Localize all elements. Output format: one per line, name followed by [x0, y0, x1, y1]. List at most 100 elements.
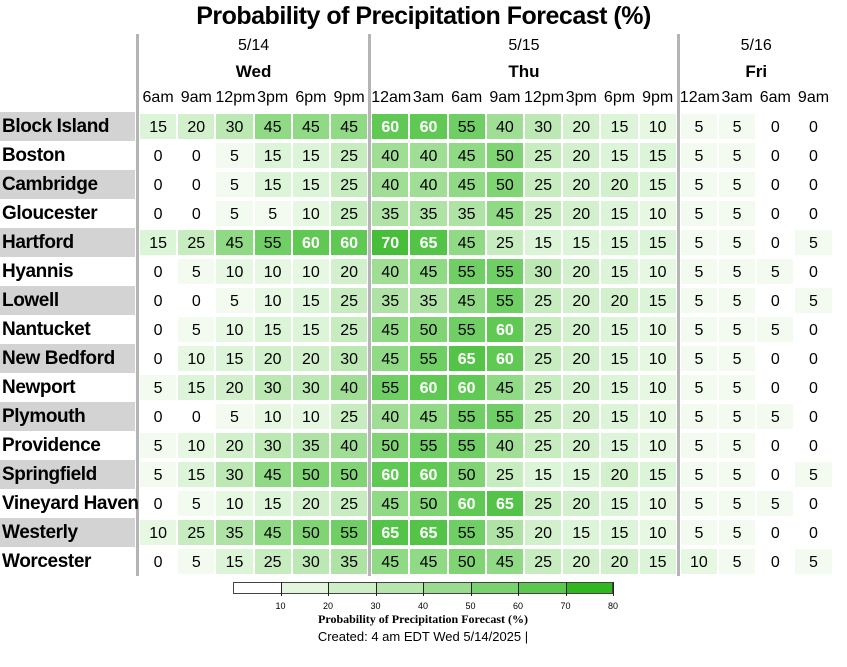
heatmap-cell: 15	[600, 258, 639, 285]
heatmap-cell: 50	[330, 461, 369, 488]
heatmap-cell: 65	[447, 345, 486, 372]
heatmap-cell: 15	[638, 548, 677, 575]
heatmap-cell: 35	[291, 432, 330, 459]
heatmap-cell: 45	[447, 287, 486, 314]
heatmap-cell: 45	[485, 374, 524, 401]
heatmap-cell: 15	[600, 519, 639, 546]
heatmap-cell: 5	[718, 142, 757, 169]
heatmap-cell: 30	[253, 374, 292, 401]
heatmap-cell: 35	[485, 519, 524, 546]
heatmap-cell: 5	[139, 432, 178, 459]
heatmap-cell: 55	[447, 432, 486, 459]
heatmap-cell: 45	[253, 113, 292, 140]
heatmap-cell: 0	[177, 171, 216, 198]
heatmap-cell: 55	[330, 519, 369, 546]
heatmap-cell: 15	[638, 142, 677, 169]
heatmap-cell: 45	[371, 345, 410, 372]
heatmap-cell: 0	[139, 258, 178, 285]
time-label: 9am	[489, 89, 521, 106]
heatmap-cell: 5	[679, 142, 718, 169]
heatmap-cell: 45	[371, 490, 410, 517]
heatmap-cell: 10	[638, 403, 677, 430]
heatmap-cell: 25	[330, 403, 369, 430]
heatmap-cell: 10	[291, 403, 330, 430]
heatmap-cell: 5	[718, 490, 757, 517]
city-label: Worcester	[2, 551, 91, 572]
heatmap-cell: 60	[371, 113, 410, 140]
heatmap-cell: 5	[215, 403, 254, 430]
heatmap-cell: 15	[139, 113, 178, 140]
heatmap-cell: 0	[177, 287, 216, 314]
legend-tick-label: 60	[512, 601, 523, 611]
heatmap-cell: 5	[718, 229, 757, 256]
legend-tick	[565, 582, 567, 596]
heatmap-cell: 0	[139, 142, 178, 169]
heatmap-cell: 25	[177, 519, 216, 546]
time-label: 12am	[371, 89, 412, 106]
heatmap-cell: 45	[485, 548, 524, 575]
legend-tick-label: 80	[607, 601, 618, 611]
heatmap-cell: 45	[371, 548, 410, 575]
heatmap-cell: 20	[215, 432, 254, 459]
legend-title: Probability of Precipitation Forecast (%…	[318, 612, 528, 626]
heatmap-cell: 15	[600, 374, 639, 401]
heatmap-cell: 15	[638, 287, 677, 314]
legend-tick	[613, 582, 614, 596]
heatmap-cell: 0	[756, 287, 795, 314]
city-label: Plymouth	[0, 402, 135, 431]
heatmap-cell: 0	[794, 519, 833, 546]
day-separator	[136, 34, 139, 576]
heatmap-cell: 20	[600, 461, 639, 488]
heatmap-cell: 10	[638, 432, 677, 459]
heatmap-cell: 60	[485, 345, 524, 372]
heatmap-cell: 10	[177, 432, 216, 459]
heatmap-cell: 0	[794, 403, 833, 430]
heatmap-cell: 60	[447, 490, 486, 517]
heatmap-cell: 45	[447, 229, 486, 256]
heatmap-cell: 35	[371, 200, 410, 227]
heatmap-cell: 15	[253, 490, 292, 517]
heatmap-cell: 25	[485, 461, 524, 488]
heatmap-cell: 15	[177, 461, 216, 488]
heatmap-cell: 25	[177, 229, 216, 256]
heatmap-cell: 5	[794, 287, 833, 314]
legend-swatch	[328, 582, 376, 594]
heatmap-cell: 5	[679, 171, 718, 198]
heatmap-cell: 0	[756, 519, 795, 546]
time-label: 3pm	[565, 89, 597, 106]
heatmap-cell: 10	[638, 519, 677, 546]
heatmap-cell: 20	[562, 490, 601, 517]
time-label: 6am	[451, 89, 483, 106]
heatmap-cell: 15	[291, 316, 330, 343]
heatmap-cell: 25	[524, 432, 563, 459]
heatmap-cell: 20	[177, 113, 216, 140]
heatmap-cell: 15	[524, 229, 563, 256]
legend-swatch	[423, 582, 471, 594]
heatmap-cell: 0	[139, 287, 178, 314]
heatmap-cell: 40	[371, 171, 410, 198]
heatmap-cell: 10	[253, 287, 292, 314]
city-label: Providence	[2, 435, 101, 456]
heatmap-cell: 25	[485, 229, 524, 256]
heatmap-cell: 70	[371, 229, 410, 256]
heatmap-cell: 5	[718, 258, 757, 285]
heatmap-cell: 40	[485, 432, 524, 459]
heatmap-cell: 15	[600, 316, 639, 343]
heatmap-cell: 25	[253, 548, 292, 575]
legend-tick	[328, 582, 329, 596]
legend-tick-label: 50	[465, 601, 476, 611]
heatmap-cell: 25	[330, 490, 369, 517]
heatmap-cell: 35	[447, 200, 486, 227]
time-label: 6am	[142, 89, 174, 106]
heatmap-cell: 10	[638, 316, 677, 343]
heatmap-cell: 65	[371, 519, 410, 546]
heatmap-cell: 15	[253, 316, 292, 343]
time-label: 6am	[759, 89, 791, 106]
heatmap-cell: 50	[371, 432, 410, 459]
heatmap-cell: 25	[524, 403, 563, 430]
day-name-label: Thu	[508, 62, 540, 81]
heatmap-cell: 5	[718, 548, 757, 575]
heatmap-cell: 30	[215, 113, 254, 140]
heatmap-cell: 5	[139, 461, 178, 488]
heatmap-cell: 65	[485, 490, 524, 517]
